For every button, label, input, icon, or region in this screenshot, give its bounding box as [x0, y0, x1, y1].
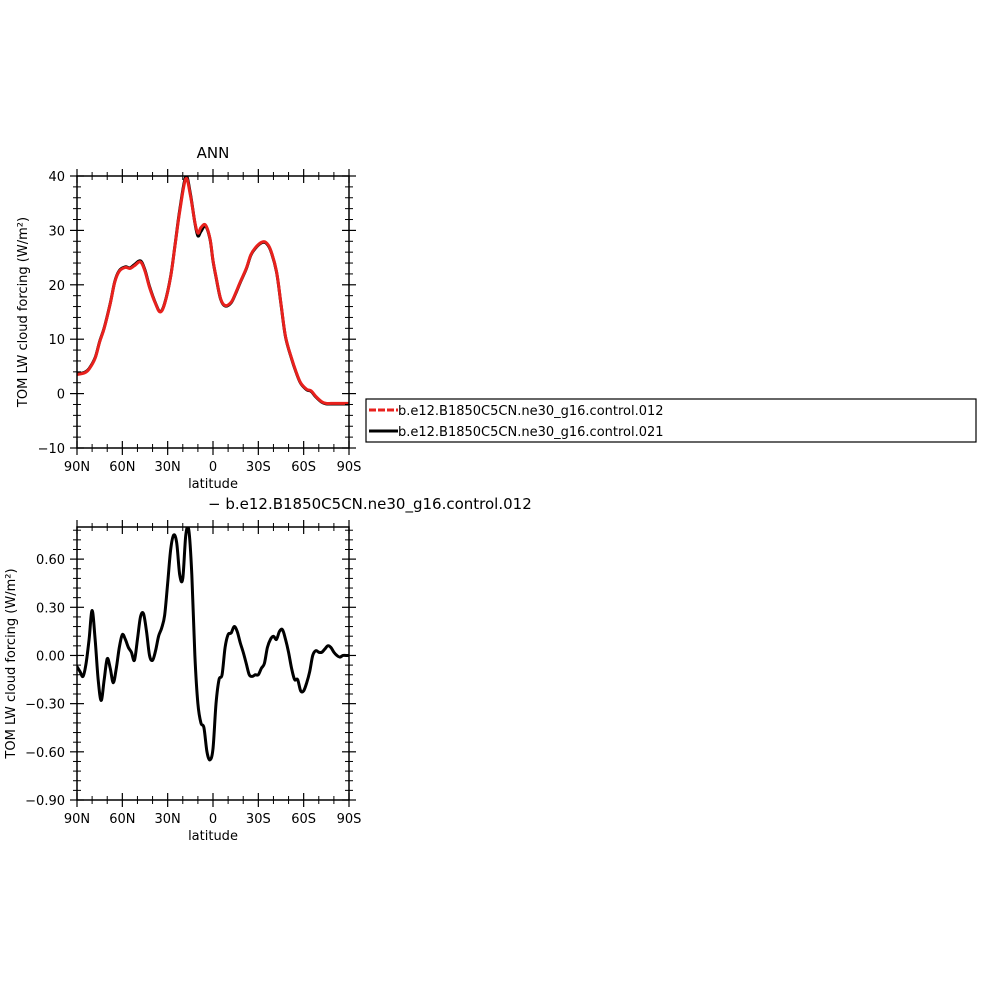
- y-tick-label: 10: [48, 333, 65, 348]
- x-tick-label: 90N: [64, 812, 90, 827]
- series-line-1: [77, 176, 349, 406]
- x-tick-label: 0: [209, 812, 217, 827]
- series-group: [77, 176, 349, 406]
- y-tick-label: −10: [38, 442, 65, 457]
- difference-title: − b.e12.B1850C5CN.ne30_g16.control.012: [208, 495, 532, 514]
- legend-box: [365, 398, 977, 443]
- x-tick-label: 90S: [337, 460, 362, 475]
- y-tick-label: 0.00: [36, 649, 65, 664]
- x-tick-label: 30S: [246, 460, 271, 475]
- legend-label-021: b.e12.B1850C5CN.ne30_g16.control.021: [398, 425, 664, 440]
- y-tick-label: 20: [48, 279, 65, 294]
- y-tick-label: −0.90: [25, 794, 65, 809]
- series-line-0: [77, 527, 349, 762]
- y-tick-label: 30: [48, 224, 65, 239]
- x-axis-label: latitude: [188, 829, 238, 844]
- panel-difference: − b.e12.B1850C5CN.ne30_g16.control.012 9…: [4, 495, 532, 844]
- x-axis-label: latitude: [188, 477, 238, 492]
- chart-title: ANN: [197, 144, 230, 162]
- y-tick-label: −0.30: [25, 698, 65, 713]
- y-tick-label: 0.30: [36, 601, 65, 616]
- legend: b.e12.B1850C5CN.ne30_g16.control.012 b.e…: [365, 398, 977, 443]
- y-tick-label: 0: [57, 388, 65, 403]
- series-line-0: [77, 176, 349, 406]
- y-tick-label: 40: [48, 170, 65, 185]
- x-tick-label: 30N: [155, 460, 181, 475]
- x-tick-label: 60N: [109, 460, 135, 475]
- tick-group: 90N 60N 30N 0 30S 60S 90S −10 0 10 20 30 40: [38, 169, 362, 475]
- x-tick-label: 60S: [291, 812, 316, 827]
- tick-group: 90N 60N 30N 0 30S 60S 90S −0.90 −0.60 −0.30 0.00 0.…: [25, 520, 361, 827]
- panel-ann: ANN 90N 60N 30N 0 30S 60S 90S −10 0 10 20 30 40 lati…: [16, 144, 361, 492]
- x-tick-label: 90N: [64, 460, 90, 475]
- plot-frame: [76, 175, 350, 449]
- x-tick-label: 90S: [337, 812, 362, 827]
- series-group: [77, 527, 349, 762]
- y-tick-label: −0.60: [25, 746, 65, 761]
- y-axis-label: TOM LW cloud forcing (W/m²): [16, 217, 31, 408]
- y-tick-label: 0.60: [36, 553, 65, 568]
- x-tick-label: 60N: [109, 812, 135, 827]
- x-tick-label: 30N: [155, 812, 181, 827]
- legend-label-012: b.e12.B1850C5CN.ne30_g16.control.012: [398, 404, 664, 419]
- x-tick-label: 0: [209, 460, 217, 475]
- x-tick-label: 30S: [246, 812, 271, 827]
- y-axis-label: TOM LW cloud forcing (W/m²): [4, 568, 19, 759]
- x-tick-label: 60S: [291, 460, 316, 475]
